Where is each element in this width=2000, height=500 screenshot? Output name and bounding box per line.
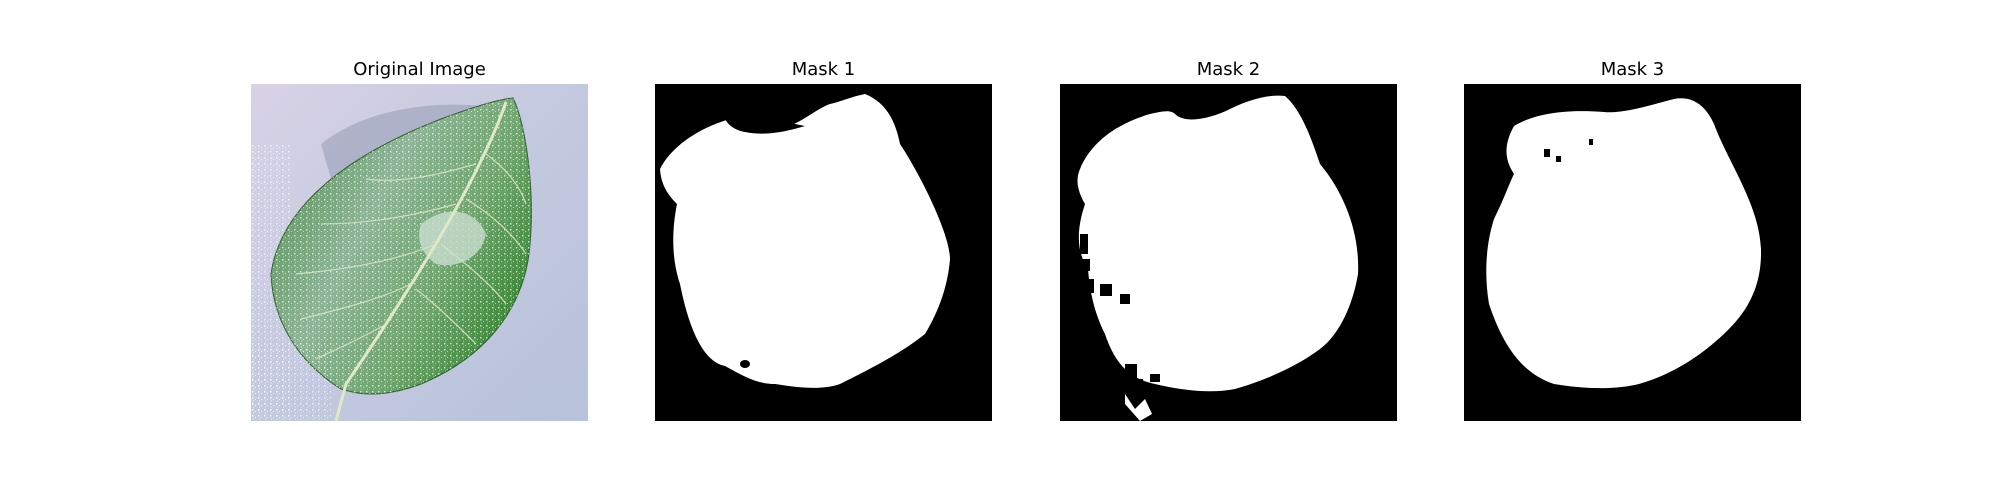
original-image-panel	[251, 84, 588, 421]
mask-3-panel	[1464, 84, 1801, 421]
panel-title-mask-2: Mask 2	[1196, 59, 1261, 80]
leaf-mask-icon	[1060, 84, 1397, 421]
leaf-photo-icon	[251, 84, 588, 421]
panel-title-mask-1: Mask 1	[791, 59, 856, 80]
leaf-mask-icon	[655, 84, 992, 421]
panel-title-mask-3: Mask 3	[1600, 59, 1665, 80]
mask-2-panel	[1060, 84, 1397, 421]
mask-1-panel	[655, 84, 992, 421]
panel-title-original: Original Image	[353, 59, 486, 80]
leaf-mask-icon	[1464, 84, 1801, 421]
